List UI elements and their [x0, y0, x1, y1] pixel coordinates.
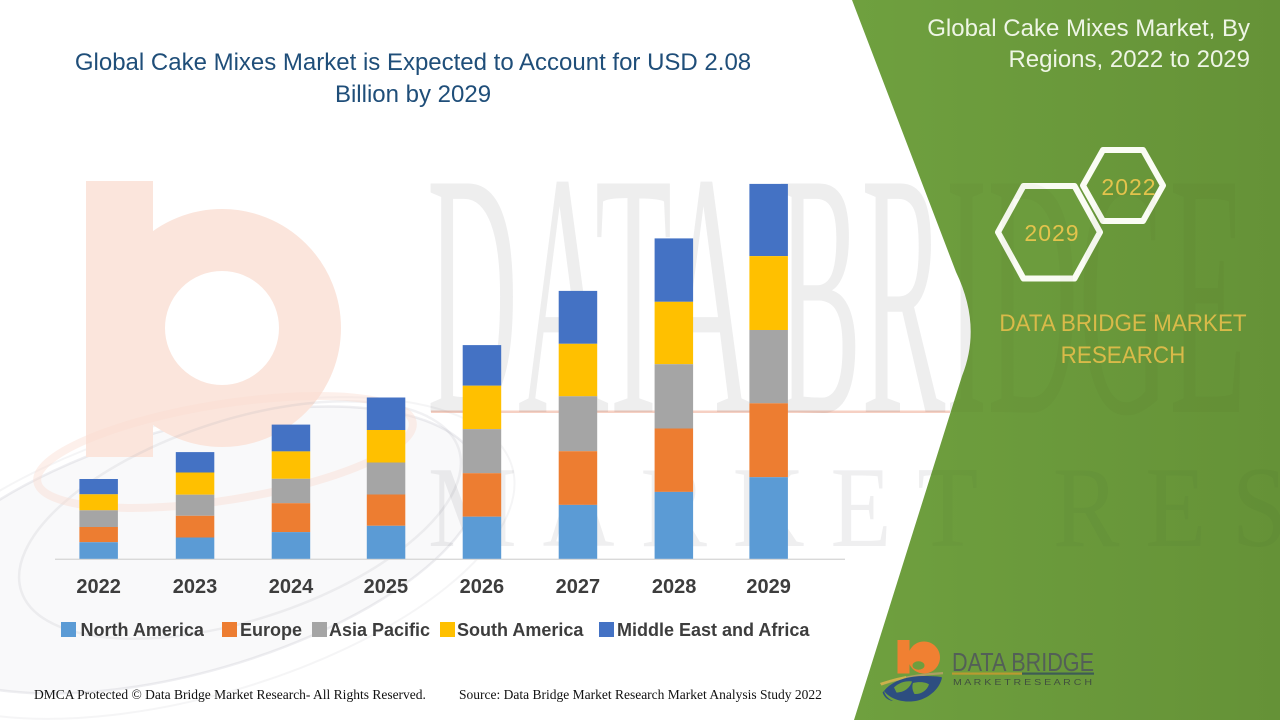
svg-text:M A R K E T R E S E A R C H: M A R K E T R E S E A R C H: [953, 677, 1092, 687]
svg-text:DATA BRIDGE: DATA BRIDGE: [952, 647, 1094, 677]
